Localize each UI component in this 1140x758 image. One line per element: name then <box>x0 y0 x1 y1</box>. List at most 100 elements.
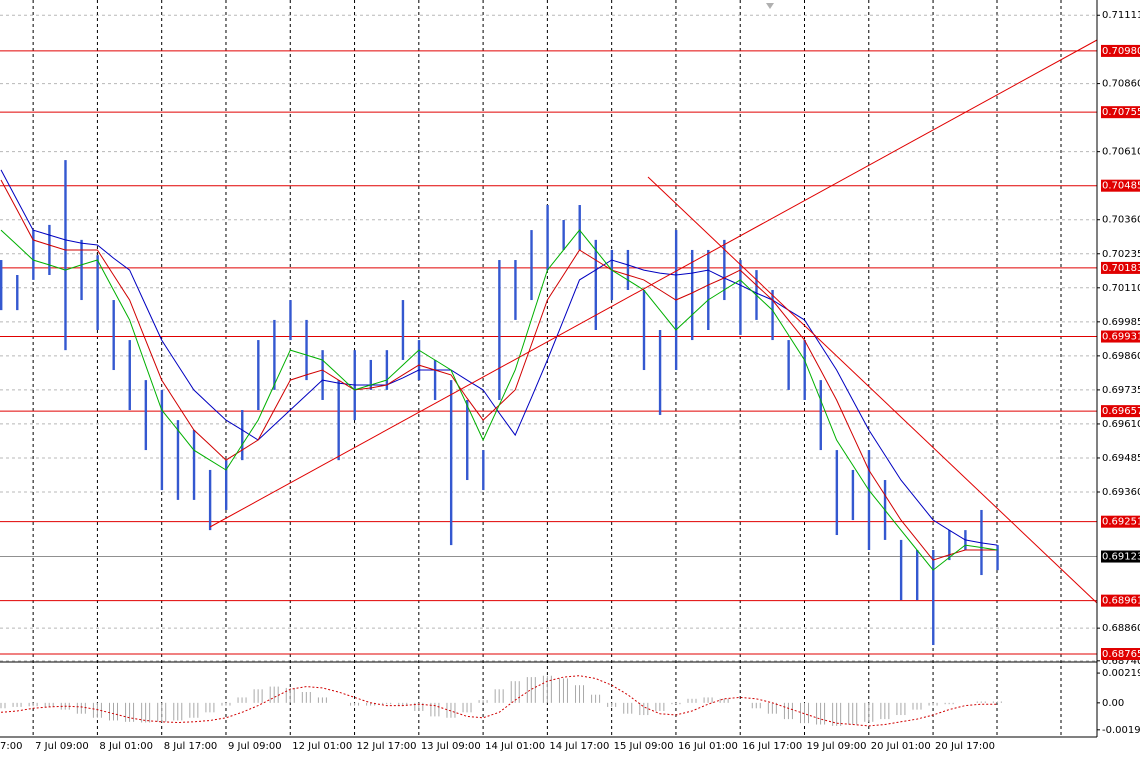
y-tick-label: 0.68740 <box>1102 656 1140 667</box>
price-bar <box>948 530 951 561</box>
price-bar <box>626 249 630 290</box>
grid-layer <box>0 0 1097 737</box>
osc-y-tick-label: 0.002197 <box>1102 668 1140 679</box>
y-tick-label: 0.70360 <box>1102 215 1140 226</box>
price-bar <box>803 340 806 400</box>
y-tick-label: 0.70860 <box>1102 79 1140 90</box>
x-tick-label: 14 Jul 01:00 <box>485 741 545 752</box>
price-bar <box>337 380 340 461</box>
price-bar <box>192 429 196 500</box>
y-tick-label: 0.68860 <box>1102 623 1140 634</box>
level-label: 0.70485 <box>1102 181 1140 192</box>
osc-y-tick-label: -0.00199 <box>1102 725 1140 736</box>
y-tick-label: 0.69985 <box>1102 317 1140 328</box>
price-bar <box>96 255 99 330</box>
price-bar <box>144 380 148 451</box>
price-bar <box>530 230 533 301</box>
level-label-box <box>1101 179 1140 192</box>
price-bar <box>401 300 405 360</box>
y-tick-label: 0.70235 <box>1102 249 1140 260</box>
osc-y-tick-label: 0.00 <box>1102 698 1124 709</box>
price-bar <box>691 249 694 341</box>
price-bar <box>176 420 180 500</box>
x-tick-label: 14 Jul 17:00 <box>549 741 609 752</box>
price-bar <box>112 300 115 371</box>
price-bar <box>305 319 308 381</box>
levels-layer <box>0 50 1097 655</box>
x-tick-label: 19 Jul 09:00 <box>807 741 867 752</box>
osc-signal-line <box>0 675 998 727</box>
price-bar <box>594 239 597 330</box>
y-tick-label: 0.69735 <box>1102 385 1140 396</box>
price-bar <box>369 359 373 390</box>
price-bar <box>433 359 437 400</box>
resistance-trendline <box>647 176 1098 604</box>
price-bar <box>80 239 83 301</box>
price-bar <box>915 550 919 601</box>
price-bar <box>224 460 228 510</box>
current-price-label: 0.69123 <box>1102 552 1140 563</box>
moving-average <box>0 169 998 546</box>
price-bar <box>578 205 581 250</box>
y-tick-label: 0.71111 <box>1102 10 1140 21</box>
price-bar <box>32 230 35 280</box>
x-tick-label: 8 Jul 17:00 <box>164 741 218 752</box>
price-bar <box>546 205 549 271</box>
level-label: 0.69657 <box>1102 406 1140 417</box>
price-bar <box>739 260 742 335</box>
price-bar <box>996 545 999 571</box>
price-bar <box>466 399 469 481</box>
y-tick-label: 0.69485 <box>1102 453 1140 464</box>
x-tick-label: 7 Jul 09:00 <box>35 741 89 752</box>
x-tick-label: 12 Jul 01:00 <box>292 741 352 752</box>
y-tick-label: 0.69860 <box>1102 351 1140 362</box>
current-price-box <box>1101 550 1140 563</box>
x-tick-label: 8 Jul 01:00 <box>99 741 153 752</box>
level-label-box <box>1101 330 1140 343</box>
support-trendline <box>209 39 1098 528</box>
marks-layer <box>0 160 1002 727</box>
x-tick-label: 9 Jul 09:00 <box>228 741 282 752</box>
price-bar <box>514 260 517 320</box>
x-tick-label: 16 Jul 01:00 <box>678 741 738 752</box>
price-bar <box>498 260 501 400</box>
level-label: 0.68961 <box>1102 596 1140 607</box>
price-bar <box>819 380 822 451</box>
price-bar <box>128 340 131 411</box>
price-bar <box>449 380 453 546</box>
price-bar <box>562 220 565 250</box>
x-tick-label: 15 Jul 09:00 <box>614 741 674 752</box>
level-label-box <box>1101 594 1140 607</box>
price-bar <box>64 160 67 351</box>
level-label: 0.69931 <box>1102 332 1140 343</box>
level-label: 0.70755 <box>1102 107 1140 118</box>
price-bar <box>16 275 19 311</box>
x-tick-label: 20 Jul 17:00 <box>935 741 995 752</box>
price-bar <box>899 539 903 601</box>
price-bar <box>851 469 855 521</box>
price-bar <box>0 260 3 311</box>
price-bar <box>787 340 790 390</box>
price-bar <box>160 389 164 491</box>
level-label-box <box>1101 261 1140 274</box>
y-tick-label: 0.69360 <box>1102 487 1140 498</box>
moving-average <box>0 229 998 571</box>
x-tick-label: 7:00 <box>0 741 22 752</box>
level-label: 0.69251 <box>1102 517 1140 528</box>
level-label-box <box>1101 405 1140 418</box>
price-bar <box>482 450 485 491</box>
level-label-box <box>1101 44 1140 57</box>
level-label: 0.70980 <box>1102 46 1140 57</box>
price-bar <box>257 340 260 411</box>
x-tick-label: 12 Jul 17:00 <box>357 741 417 752</box>
price-bar <box>289 300 292 341</box>
level-label-box <box>1101 648 1140 661</box>
level-label: 0.70183 <box>1102 263 1140 274</box>
price-bar <box>707 249 710 330</box>
level-label: 0.68765 <box>1102 649 1140 660</box>
price-bar <box>610 249 614 301</box>
price-bar <box>321 350 324 400</box>
